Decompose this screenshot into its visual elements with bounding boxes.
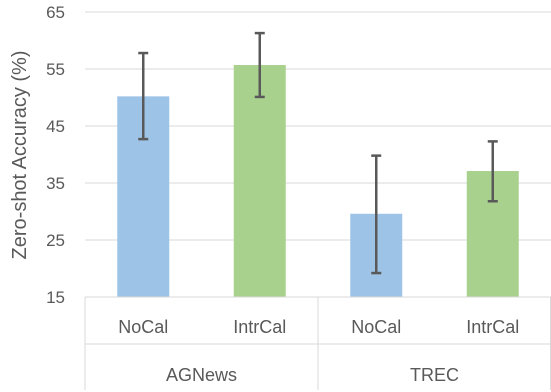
y-tick-label: 45	[46, 117, 65, 136]
y-tick-label: 55	[46, 60, 65, 79]
x-axis: NoCal IntrCal NoCal IntrCal AGNews TREC	[84, 296, 551, 390]
x-category-label: IntrCal	[233, 317, 286, 337]
y-tick-label: 25	[46, 231, 65, 250]
error-bars	[138, 31, 498, 275]
y-tick-label: 35	[46, 174, 65, 193]
x-category-label: NoCal	[351, 317, 401, 337]
x-category-label: NoCal	[118, 317, 168, 337]
y-tick-label: 65	[46, 3, 65, 22]
y-axis-tick-labels: 15 25 35 45 55 65	[46, 3, 65, 307]
bar	[233, 65, 286, 297]
y-tick-label: 15	[46, 288, 65, 307]
y-axis-title: Zero-shot Accuracy (%)	[9, 51, 31, 260]
x-category-label: IntrCal	[466, 317, 519, 337]
x-group-label: TREC	[410, 365, 459, 385]
x-group-label: AGNews	[166, 365, 237, 385]
bars	[117, 65, 519, 297]
